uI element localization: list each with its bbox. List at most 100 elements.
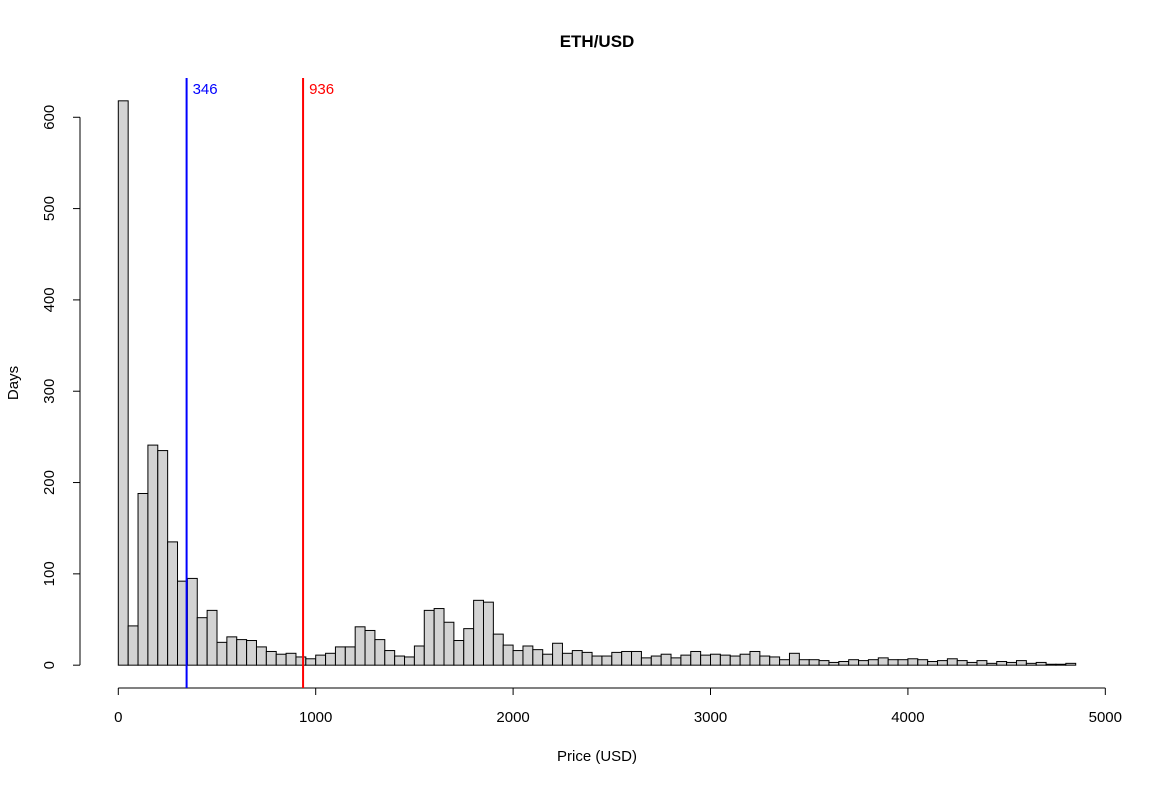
bar bbox=[690, 650, 702, 666]
bar bbox=[473, 599, 484, 666]
bar bbox=[226, 636, 238, 666]
y-axis-label: Days bbox=[5, 366, 22, 400]
bar bbox=[631, 650, 642, 666]
x-tick-label: 2000 bbox=[496, 709, 529, 726]
bar bbox=[167, 541, 179, 666]
y-tick-label: 400 bbox=[41, 287, 58, 312]
bar bbox=[542, 653, 554, 666]
bar bbox=[838, 661, 850, 666]
bar bbox=[502, 644, 514, 666]
bar bbox=[117, 100, 129, 666]
bar bbox=[571, 650, 583, 666]
bar bbox=[937, 660, 948, 666]
bar bbox=[147, 444, 159, 666]
bar bbox=[206, 609, 218, 666]
bar bbox=[285, 652, 297, 666]
bar bbox=[463, 628, 475, 666]
bar bbox=[719, 654, 731, 666]
bar bbox=[334, 646, 346, 666]
chart-title: ETH/USD bbox=[560, 32, 635, 51]
bar bbox=[700, 654, 712, 666]
y-tick-label: 300 bbox=[41, 379, 58, 404]
bar bbox=[818, 660, 830, 666]
bar bbox=[344, 646, 356, 666]
bar bbox=[552, 642, 563, 666]
bar bbox=[828, 661, 840, 666]
bar bbox=[650, 655, 662, 666]
reference-label: 346 bbox=[193, 81, 218, 98]
bar bbox=[867, 659, 879, 666]
reference-label: 936 bbox=[309, 81, 334, 98]
bar bbox=[996, 661, 1008, 666]
bar bbox=[423, 609, 435, 666]
bar bbox=[858, 660, 869, 666]
bar bbox=[601, 655, 613, 666]
bar bbox=[680, 654, 692, 666]
bar bbox=[196, 617, 208, 666]
bar bbox=[157, 450, 169, 666]
bar bbox=[404, 656, 415, 666]
bar bbox=[354, 626, 366, 666]
bar bbox=[640, 657, 652, 666]
bar bbox=[966, 661, 978, 666]
bar bbox=[315, 654, 327, 666]
bar bbox=[887, 659, 899, 666]
bar bbox=[986, 662, 998, 666]
bar bbox=[759, 655, 771, 666]
bar bbox=[1065, 662, 1077, 666]
bar bbox=[848, 659, 860, 666]
bar bbox=[275, 653, 287, 666]
bar bbox=[1045, 663, 1057, 666]
bar bbox=[127, 625, 139, 666]
bar bbox=[295, 656, 307, 666]
bar bbox=[897, 659, 909, 666]
y-tick-label: 0 bbox=[41, 661, 58, 669]
x-tick-label: 3000 bbox=[694, 709, 727, 726]
bar bbox=[956, 660, 968, 666]
bar bbox=[522, 645, 534, 666]
bar bbox=[186, 577, 198, 666]
bar bbox=[621, 650, 633, 666]
bar bbox=[482, 601, 494, 666]
x-tick-label: 0 bbox=[114, 709, 122, 726]
bar bbox=[946, 658, 958, 666]
bar bbox=[798, 659, 810, 666]
bar bbox=[739, 653, 751, 666]
x-tick-label: 4000 bbox=[891, 709, 924, 726]
bar bbox=[394, 655, 406, 666]
bar bbox=[512, 650, 524, 666]
bar bbox=[710, 653, 721, 666]
bar bbox=[236, 639, 248, 666]
x-tick-label: 1000 bbox=[299, 709, 332, 726]
y-tick-label: 600 bbox=[41, 105, 58, 130]
bar bbox=[255, 646, 267, 666]
bar bbox=[779, 659, 790, 666]
bar bbox=[216, 641, 228, 666]
bar bbox=[265, 650, 277, 666]
bar bbox=[907, 658, 919, 666]
x-tick-label: 5000 bbox=[1089, 709, 1122, 726]
bar bbox=[325, 652, 336, 666]
bar bbox=[927, 661, 939, 666]
bar bbox=[413, 645, 425, 666]
bar bbox=[561, 652, 573, 666]
bar bbox=[1015, 660, 1027, 666]
bar bbox=[976, 660, 988, 666]
bar bbox=[729, 655, 741, 666]
y-tick-label: 200 bbox=[41, 470, 58, 495]
bar bbox=[1025, 662, 1037, 666]
bar bbox=[788, 652, 800, 666]
bar bbox=[443, 621, 455, 666]
bar bbox=[364, 629, 376, 666]
bar bbox=[1006, 661, 1017, 666]
bar bbox=[808, 659, 820, 666]
bar bbox=[670, 657, 682, 666]
bar bbox=[591, 655, 603, 666]
bar bbox=[433, 608, 445, 666]
y-tick-label: 100 bbox=[41, 561, 58, 586]
bar bbox=[453, 640, 465, 666]
bar bbox=[532, 649, 544, 666]
bar bbox=[660, 653, 672, 666]
bar bbox=[749, 650, 761, 666]
